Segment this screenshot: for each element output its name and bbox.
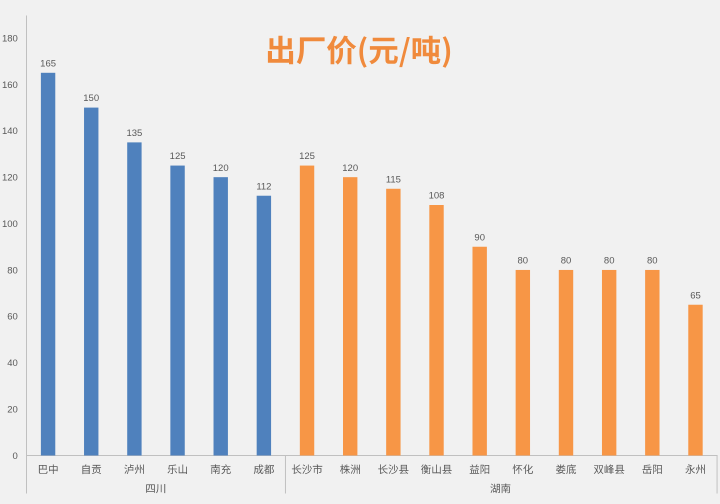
svg-text:125: 125 xyxy=(170,151,186,162)
svg-text:20: 20 xyxy=(7,405,18,416)
svg-text:108: 108 xyxy=(429,191,445,202)
svg-text:40: 40 xyxy=(7,358,18,369)
svg-text:80: 80 xyxy=(647,256,658,267)
svg-text:160: 160 xyxy=(2,80,18,91)
svg-text:150: 150 xyxy=(83,93,99,104)
svg-text:100: 100 xyxy=(2,219,18,230)
svg-text:165: 165 xyxy=(40,58,56,69)
svg-text:120: 120 xyxy=(342,163,358,174)
svg-text:120: 120 xyxy=(2,173,18,184)
svg-text:80: 80 xyxy=(604,256,615,267)
svg-text:80: 80 xyxy=(518,256,529,267)
svg-text:0: 0 xyxy=(13,451,18,462)
svg-text:180: 180 xyxy=(2,33,18,44)
svg-text:112: 112 xyxy=(256,181,271,192)
svg-text:65: 65 xyxy=(690,290,701,301)
svg-text:125: 125 xyxy=(299,151,315,162)
svg-text:80: 80 xyxy=(561,256,572,267)
svg-text:140: 140 xyxy=(2,126,18,137)
svg-text:115: 115 xyxy=(386,174,401,185)
svg-text:60: 60 xyxy=(7,312,18,323)
svg-text:80: 80 xyxy=(7,265,18,276)
svg-text:90: 90 xyxy=(474,232,485,243)
svg-text:135: 135 xyxy=(126,128,142,139)
svg-text:120: 120 xyxy=(213,163,229,174)
